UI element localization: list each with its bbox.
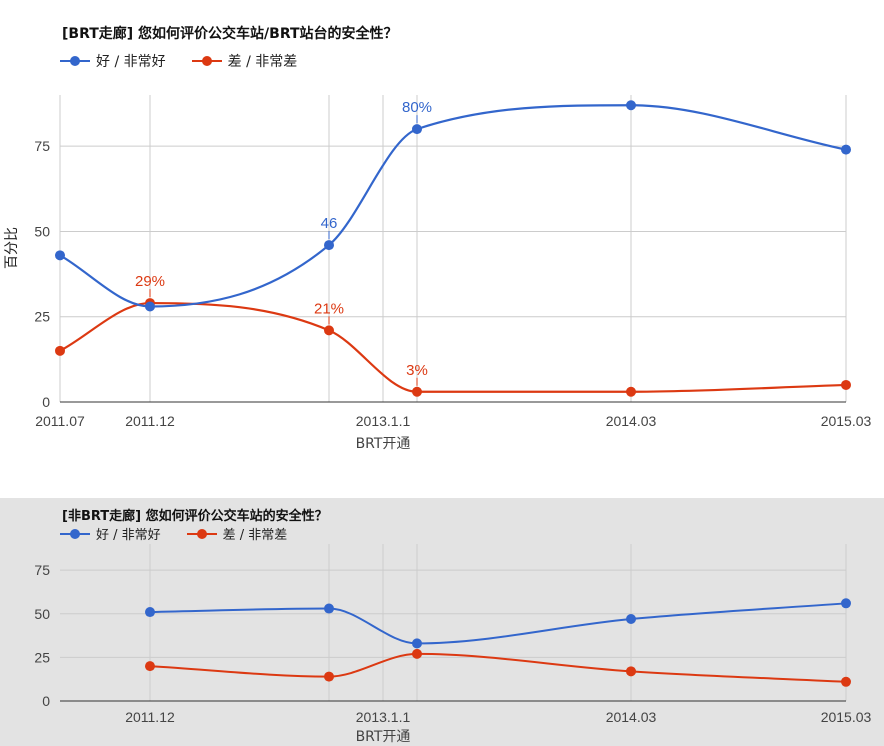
chart-title: [BRT走廊] 您如何评价公交车站/BRT站台的安全性？ [62, 26, 398, 42]
x-tick-label: 2013.1.1 [356, 709, 411, 725]
data-label-bad: 21% [314, 300, 344, 317]
data-label-bad: 3% [406, 362, 428, 379]
legend-item-good[interactable]: 好 / 非常好 [60, 51, 166, 71]
data-point-bad [841, 676, 851, 687]
data-point-bad [145, 661, 155, 672]
data-point-bad [324, 671, 334, 682]
x-axis-title: BRT开通 [356, 436, 411, 452]
data-label-good: 46 [321, 215, 338, 232]
y-tick-label: 25 [34, 309, 50, 325]
data-point-bad [324, 325, 334, 336]
y-tick-label: 0 [42, 394, 50, 410]
data-point-good [626, 100, 636, 111]
legend-item-bad[interactable]: 差 / 非常差 [186, 524, 288, 543]
x-tick-label: 2011.12 [125, 709, 175, 725]
data-point-good [841, 144, 851, 155]
legend-swatch-bad [191, 54, 222, 68]
data-point-good [412, 638, 422, 649]
legend-item-good[interactable]: 好 / 非常好 [60, 524, 161, 543]
legend-item-bad[interactable]: 差 / 非常差 [191, 51, 298, 71]
legend-swatch-good [60, 527, 90, 541]
chart-plot-brt: 0 25 50 75 2011.07 2011.12 2013.1.1 2014.03 2015… [4, 95, 872, 452]
legend-label-good: 好 / 非常好 [96, 528, 161, 543]
y-tick-label: 50 [34, 606, 50, 622]
data-point-good [324, 240, 334, 251]
data-point-good [55, 250, 65, 261]
y-axis-title: 百分比 [4, 227, 20, 269]
x-tick-label: 2015.03 [821, 709, 872, 725]
x-tick-label: 2015.03 [821, 413, 872, 429]
y-tick-label: 0 [42, 693, 50, 709]
x-tick-label: 2011.07 [35, 413, 85, 429]
data-point-good [145, 301, 155, 312]
chart-panel-brt: [BRT走廊] 您如何评价公交车站/BRT站台的安全性？ 好 / 非常好 差 /… [4, 26, 872, 452]
legend-swatch-good [60, 54, 90, 68]
y-tick-label: 75 [34, 138, 50, 154]
data-point-bad [412, 648, 422, 659]
data-point-bad [626, 666, 636, 677]
x-tick-label: 2014.03 [606, 709, 657, 725]
data-label-bad: 29% [135, 273, 165, 290]
chart-title: [非BRT走廊] 您如何评价公交车站的安全性？ [62, 509, 328, 524]
x-tick-label: 2014.03 [606, 413, 657, 429]
legend-label-bad: 差 / 非常差 [227, 54, 298, 70]
series-line-good [149, 602, 847, 645]
chart-legend: 好 / 非常好 差 / 非常差 [60, 524, 313, 543]
legend-label-bad: 差 / 非常差 [222, 528, 288, 543]
data-point-bad [412, 386, 422, 397]
x-tick-label: 2013.1.1 [356, 413, 411, 429]
data-point-bad [841, 379, 851, 390]
chart-panel-non-brt: [非BRT走廊] 您如何评价公交车站的安全性？ 好 / 非常好 差 / 非常差 … [0, 498, 884, 746]
x-axis-title: BRT开通 [356, 729, 411, 745]
data-point-good [412, 124, 422, 135]
chart-plot-non-brt: 0 25 50 75 2011.12 2013.1.1 2014.03 2015.03 BRT开… [34, 544, 872, 745]
data-point-good [324, 603, 334, 614]
series-line-good [59, 104, 847, 308]
data-label-good: 80% [402, 99, 432, 116]
data-point-good [145, 607, 155, 618]
chart-legend: 好 / 非常好 差 / 非常差 [60, 51, 323, 71]
legend-swatch-bad [186, 527, 217, 541]
series-line-bad [149, 652, 847, 683]
x-tick-label: 2011.12 [125, 413, 175, 429]
data-point-bad [626, 386, 636, 397]
y-tick-label: 25 [34, 649, 50, 665]
data-point-good [841, 598, 851, 609]
data-point-bad [55, 345, 65, 356]
data-point-good [626, 614, 636, 625]
y-tick-label: 75 [34, 562, 50, 578]
legend-label-good: 好 / 非常好 [96, 54, 166, 70]
y-tick-label: 50 [34, 223, 50, 239]
